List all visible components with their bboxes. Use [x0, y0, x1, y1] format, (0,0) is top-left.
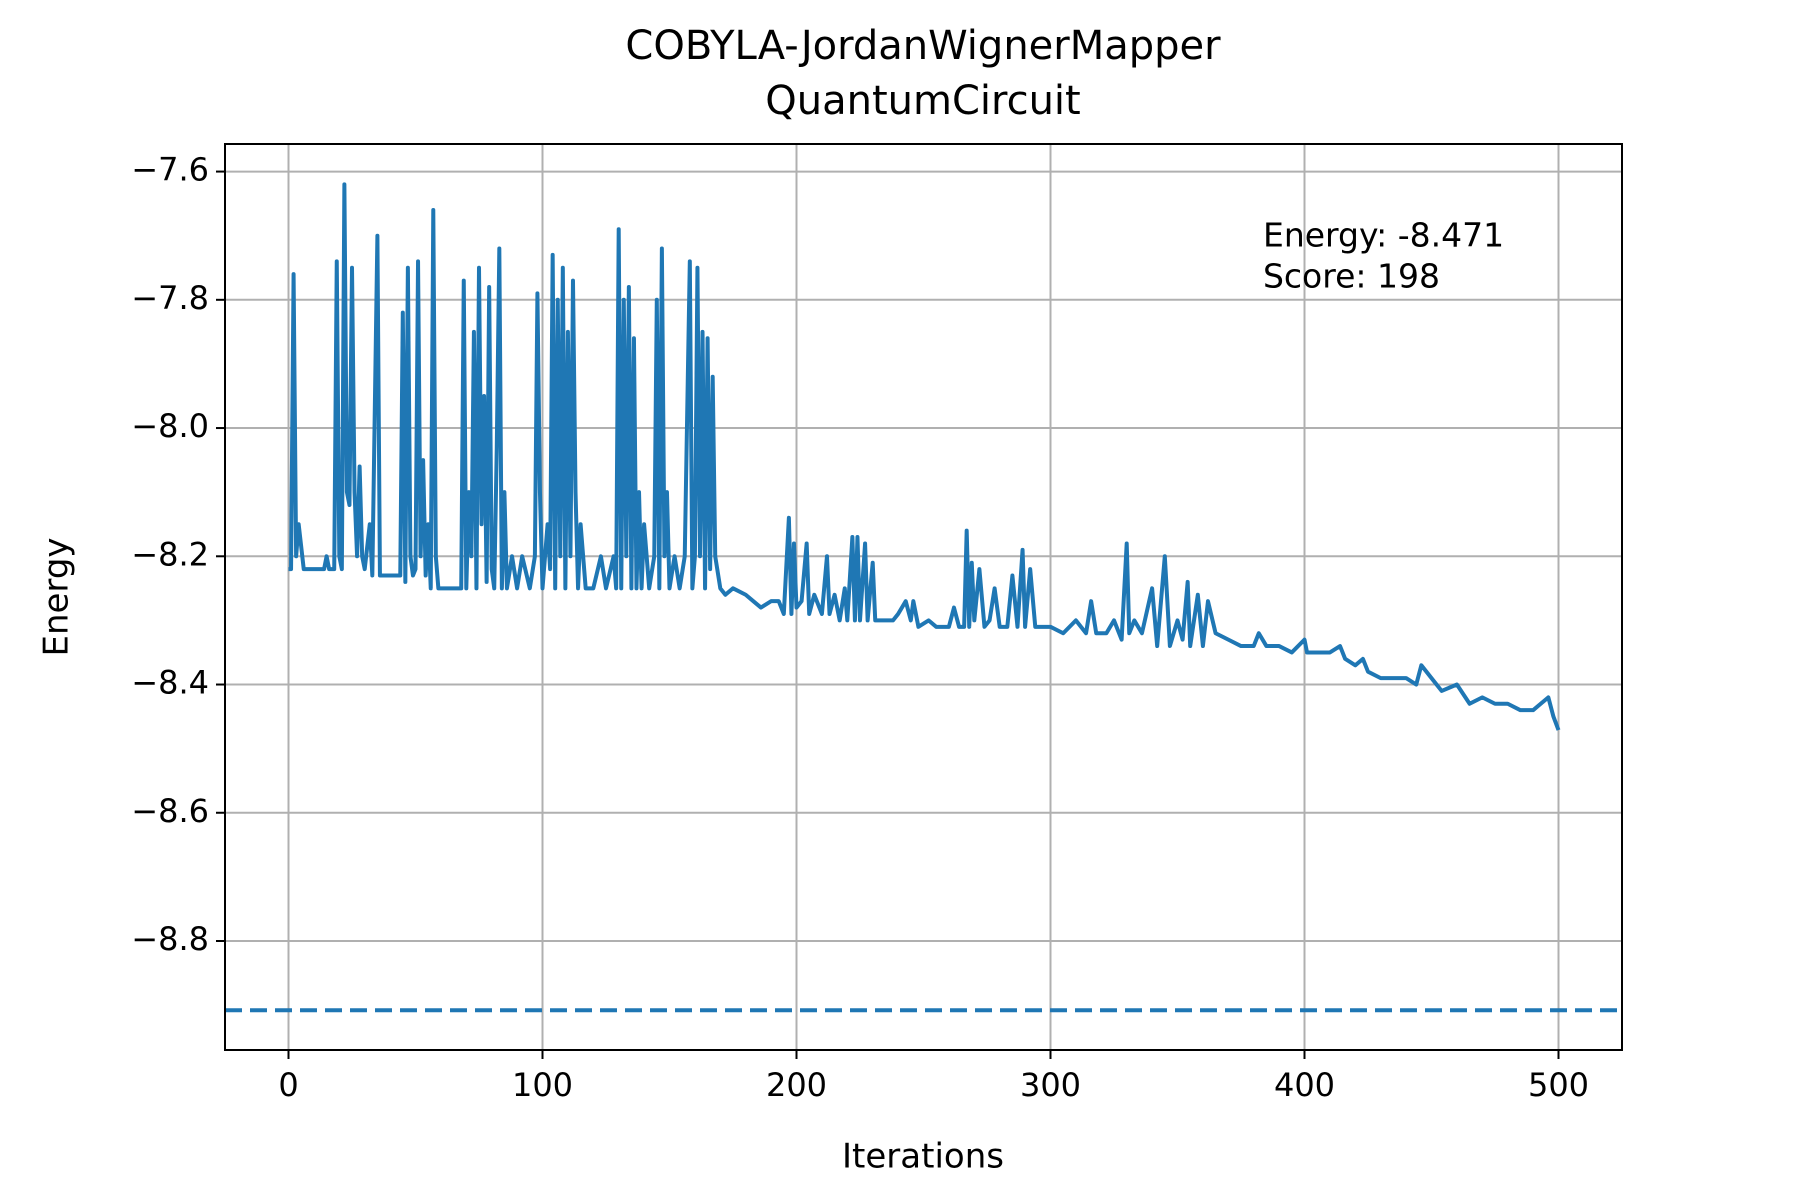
chart-subtitle: QuantumCircuit — [765, 78, 1080, 124]
plot-frame — [224, 143, 1623, 1051]
y-tick-label: −8.2 — [131, 535, 209, 573]
x-tick-label: 500 — [1528, 1066, 1589, 1104]
annotation: Score: 198 — [1263, 257, 1440, 296]
x-axis-label: Iterations — [842, 1137, 1004, 1177]
annotation: Energy: -8.471 — [1263, 216, 1504, 255]
x-tick-label: 200 — [766, 1066, 827, 1104]
y-tick-label: −7.8 — [131, 279, 209, 317]
x-tick-label: 100 — [512, 1066, 573, 1104]
y-tick-label: −7.6 — [131, 151, 209, 189]
y-tick-label: −8.0 — [131, 407, 209, 445]
data-line — [288, 182, 1561, 731]
x-tick-label: 300 — [1020, 1066, 1081, 1104]
y-axis-label: Energy — [37, 537, 77, 656]
x-tick-label: 400 — [1274, 1066, 1335, 1104]
y-tick-label: −8.4 — [131, 664, 209, 702]
y-tick-label: −8.8 — [131, 920, 209, 958]
chart-title: COBYLA-JordanWignerMapper — [625, 23, 1221, 69]
y-tick-label: −8.6 — [131, 792, 209, 830]
x-tick-label: 0 — [278, 1066, 298, 1104]
